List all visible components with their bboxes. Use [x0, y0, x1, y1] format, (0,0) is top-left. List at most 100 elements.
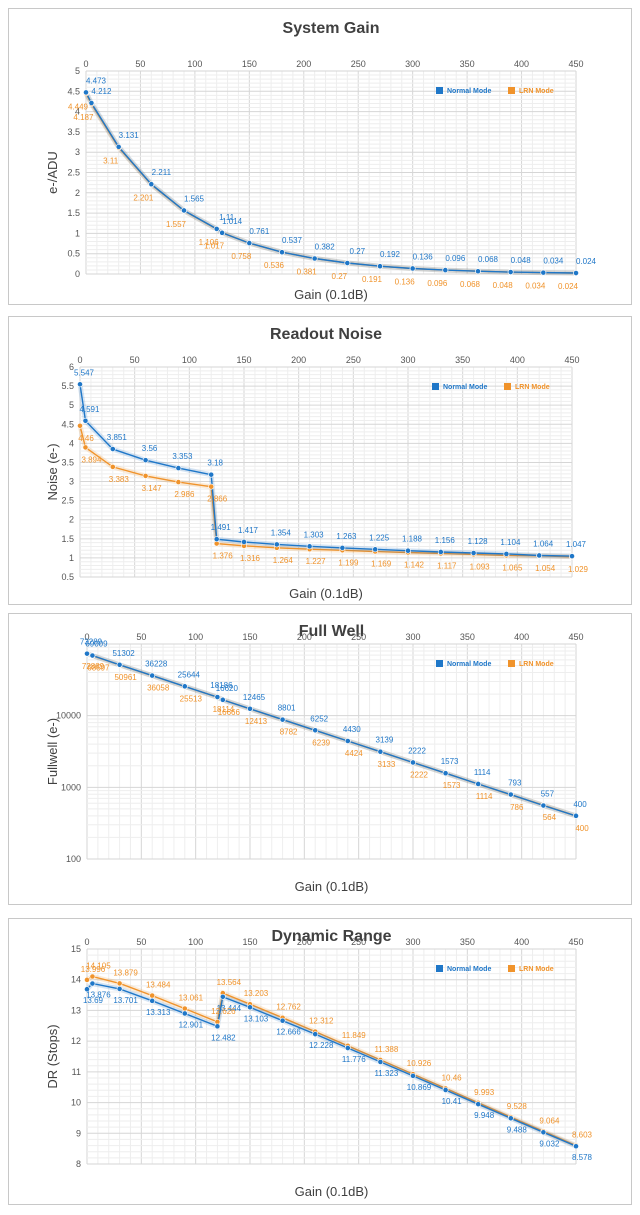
- point-normal: [573, 270, 579, 276]
- data-label-lrn: 12.626: [211, 1007, 236, 1016]
- point-normal: [149, 672, 156, 679]
- data-label-lrn: 2222: [410, 770, 428, 779]
- data-label-lrn: 3.11: [103, 157, 119, 166]
- x-tick-label: 300: [405, 59, 420, 69]
- legend: Normal Mode LRN Mode: [436, 87, 554, 95]
- point-normal: [84, 650, 90, 657]
- y-tick-label: 2.5: [61, 496, 74, 506]
- dynamic-range-chart: Dynamic Range 0 50 100 150 200 250 300 350 400 450…: [45, 928, 593, 1199]
- x-tick-label: 450: [568, 937, 583, 947]
- legend: Normal Mode LRN Mode: [436, 660, 554, 668]
- x-tick-label: 50: [136, 937, 146, 947]
- x-tick-label: 200: [296, 59, 311, 69]
- data-label-lrn: 1114: [476, 792, 493, 801]
- point-normal: [214, 1023, 221, 1030]
- point-normal: [279, 716, 286, 723]
- chart-title: Full Well: [299, 623, 364, 640]
- y-tick-label: 4: [75, 107, 80, 117]
- point-normal: [142, 457, 149, 464]
- data-label-normal: 3.56: [142, 444, 158, 453]
- point-normal: [372, 546, 379, 553]
- y-tick-label: 2.5: [67, 168, 80, 178]
- data-label-normal: 1.128: [468, 537, 489, 546]
- data-label-normal: 12465: [243, 693, 266, 702]
- data-label-lrn: 1.065: [502, 563, 523, 572]
- data-label-lrn: 1.199: [338, 558, 359, 567]
- data-label-lrn: 0.024: [558, 282, 579, 291]
- data-label-lrn: 4.187: [73, 113, 94, 122]
- data-label-normal: 1.064: [533, 539, 554, 548]
- data-label-lrn: 6239: [312, 738, 330, 747]
- data-label-normal: 13.313: [146, 1008, 171, 1017]
- chart-title: Dynamic Range: [271, 928, 391, 945]
- y-tick-label: 11: [72, 1067, 81, 1077]
- data-label-normal: 0.382: [315, 242, 336, 251]
- data-label-normal: 793: [508, 779, 522, 788]
- y-tick-label: 14: [71, 975, 81, 985]
- x-tick-label: 350: [460, 59, 475, 69]
- data-label-lrn: 0.096: [427, 279, 448, 288]
- point-normal: [247, 1004, 253, 1011]
- grid: [86, 948, 577, 1165]
- data-label-normal: 1.014: [222, 217, 243, 226]
- point-normal: [503, 551, 510, 557]
- legend-swatch-lrn: [508, 965, 515, 972]
- point-normal: [377, 263, 383, 270]
- point-normal: [507, 269, 514, 275]
- data-label-normal: 3.18: [207, 459, 223, 468]
- point-normal: [175, 465, 182, 471]
- data-label-lrn: 9.064: [539, 1116, 560, 1125]
- point-normal: [181, 1010, 188, 1017]
- x-tick-label: 50: [130, 355, 140, 365]
- data-label-normal: 13.69: [83, 996, 104, 1005]
- point-normal: [573, 812, 579, 819]
- data-label-normal: 0.024: [576, 257, 597, 266]
- point-normal: [540, 1129, 547, 1136]
- data-label-normal: 0.034: [543, 257, 564, 266]
- x-tick-label: 300: [405, 632, 420, 642]
- data-label-lrn: 8782: [280, 728, 298, 737]
- data-label-lrn: 0.536: [264, 261, 285, 270]
- point-normal: [241, 539, 247, 545]
- point-normal: [437, 549, 444, 555]
- point-normal: [89, 980, 96, 987]
- data-label-lrn: 786: [510, 803, 524, 812]
- point-normal: [84, 986, 90, 993]
- data-label-normal: 3.353: [172, 452, 193, 461]
- legend-label-normal: Normal Mode: [447, 88, 491, 95]
- x-tick-label: 0: [77, 355, 82, 365]
- x-tick-label: 350: [460, 937, 475, 947]
- point-normal: [77, 381, 83, 388]
- data-label-normal: 3.131: [119, 131, 140, 140]
- y-tick-label: 4.5: [61, 419, 74, 429]
- data-label-lrn: 1.227: [306, 557, 327, 566]
- point-normal: [83, 89, 89, 96]
- data-label-lrn: 1.557: [166, 220, 187, 229]
- x-tick-label: 300: [405, 937, 420, 947]
- data-label-normal: 1.188: [402, 535, 423, 544]
- x-tick-label: 150: [242, 632, 257, 642]
- series-line-lrn: [79, 425, 573, 558]
- point-normal: [213, 536, 220, 543]
- data-label-lrn: 25513: [180, 695, 203, 704]
- x-tick-label: 450: [568, 632, 583, 642]
- legend-label-lrn: LRN Mode: [519, 966, 554, 973]
- x-tick-label: 50: [136, 632, 146, 642]
- data-label-lrn: 4.46: [78, 434, 94, 443]
- data-label-normal: 73289: [80, 638, 103, 647]
- data-label-normal: 12.666: [276, 1028, 301, 1037]
- point-normal: [344, 1045, 351, 1051]
- y-tick-label: 3: [75, 147, 80, 157]
- readout-noise-panel: Readout Noise 0 50 100 150 200 250 300 350 400 450…: [8, 316, 632, 605]
- point-normal: [312, 1031, 319, 1038]
- data-label-normal: 400: [573, 800, 587, 809]
- data-label-lrn: 2.866: [207, 495, 228, 504]
- data-label-lrn: 0.27: [332, 272, 348, 281]
- x-tick-label: 200: [297, 937, 312, 947]
- x-tick-label: 400: [514, 632, 529, 642]
- point-normal: [311, 255, 318, 262]
- legend-swatch-normal: [436, 660, 443, 667]
- data-label-lrn: 400: [575, 824, 589, 833]
- data-label-normal: 1114: [474, 768, 491, 777]
